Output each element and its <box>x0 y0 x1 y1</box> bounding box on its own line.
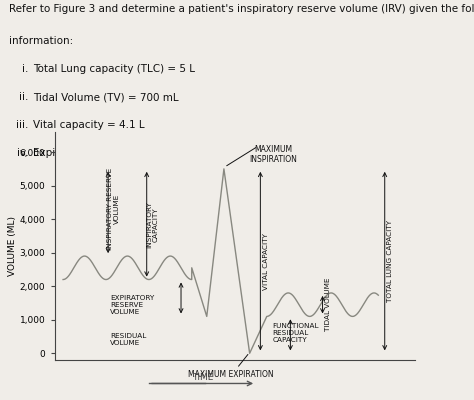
Y-axis label: VOLUME (ML): VOLUME (ML) <box>8 216 17 276</box>
Text: i.: i. <box>22 64 28 74</box>
Text: VITAL CAPACITY: VITAL CAPACITY <box>263 233 269 290</box>
Text: Vital capacity = 4.1 L: Vital capacity = 4.1 L <box>33 120 145 130</box>
Text: TIDAL VOLUME: TIDAL VOLUME <box>325 278 331 332</box>
Text: FUNCTIONAL
RESIDUAL
CAPACITY: FUNCTIONAL RESIDUAL CAPACITY <box>273 323 319 343</box>
Text: Total Lung capacity (TLC) = 5 L: Total Lung capacity (TLC) = 5 L <box>33 64 195 74</box>
Text: MAXIMUM EXPIRATION: MAXIMUM EXPIRATION <box>188 370 273 379</box>
Text: information:: information: <box>9 36 74 46</box>
Text: iv.: iv. <box>17 148 28 158</box>
Text: Refer to Figure 3 and determine a patient's inspiratory reserve volume (IRV) giv: Refer to Figure 3 and determine a patien… <box>9 4 474 14</box>
Text: TOTAL LUNG CAPACITY: TOTAL LUNG CAPACITY <box>387 220 393 302</box>
Text: INSPIRATORY
CAPACITY: INSPIRATORY CAPACITY <box>146 201 159 248</box>
Text: TIME: TIME <box>192 374 213 382</box>
Text: Expiratory reserve volume = 1.1 L: Expiratory reserve volume = 1.1 L <box>33 148 212 158</box>
Text: EXPIRATORY
RESERVE
VOLUME: EXPIRATORY RESERVE VOLUME <box>110 295 155 315</box>
Text: Tidal Volume (TV) = 700 mL: Tidal Volume (TV) = 700 mL <box>33 92 179 102</box>
Text: ii.: ii. <box>19 92 28 102</box>
Text: MAXIMUM
INSPIRATION: MAXIMUM INSPIRATION <box>250 145 298 164</box>
Text: RESIDUAL
VOLUME: RESIDUAL VOLUME <box>110 333 146 346</box>
Text: INSPIRATORY RESERVE
VOLUME: INSPIRATORY RESERVE VOLUME <box>107 168 120 250</box>
Text: iii.: iii. <box>16 120 28 130</box>
